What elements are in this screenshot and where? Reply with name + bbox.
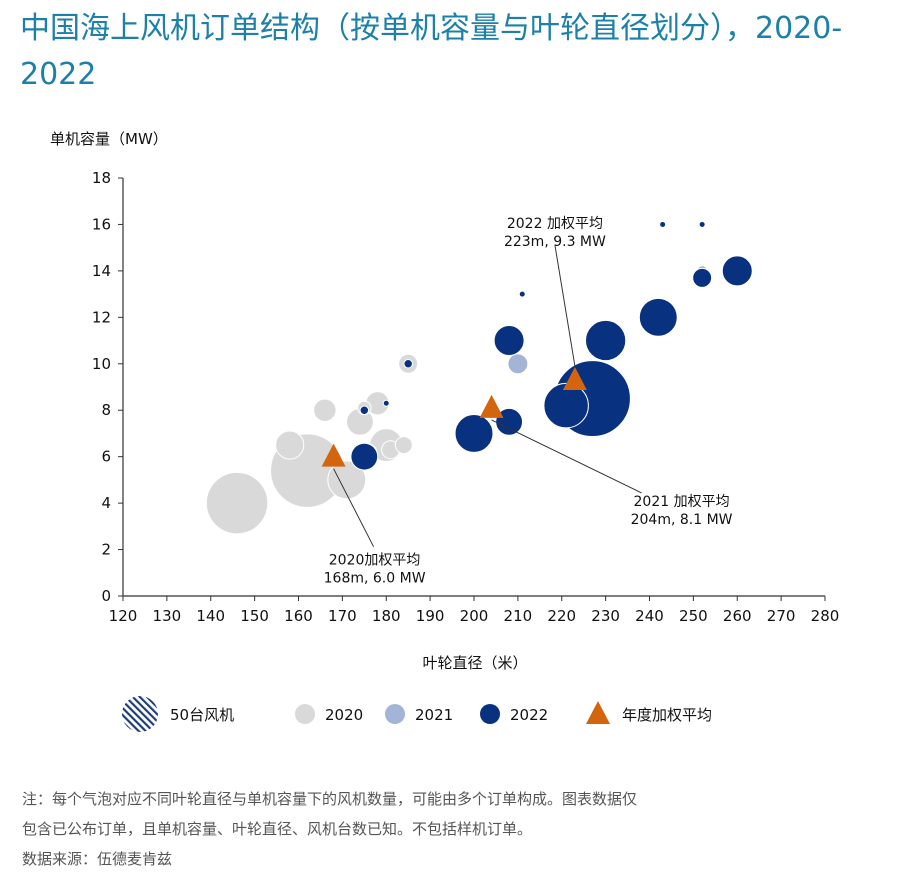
x-tick-label: 280 — [811, 607, 840, 625]
legend-label-2021: 2021 — [415, 706, 453, 724]
x-tick-label: 240 — [635, 607, 664, 625]
legend-swatch-2020 — [295, 704, 315, 724]
average-marker-2020 — [321, 443, 346, 467]
avg-label-value-2020: 168m, 6.0 MW — [324, 571, 426, 587]
y-tick-label: 12 — [92, 308, 111, 326]
bubble-2022 — [359, 405, 370, 415]
y-tick-label: 18 — [92, 169, 111, 187]
x-tick-label: 140 — [196, 607, 225, 625]
bubble-2022 — [350, 442, 379, 471]
x-tick-label: 260 — [723, 607, 752, 625]
x-tick-label: 230 — [591, 607, 620, 625]
legend-size-label: 50台风机 — [170, 706, 234, 724]
bubble-2022 — [585, 319, 627, 362]
legend-label-2022: 2022 — [510, 706, 548, 724]
leader-line-2022 — [554, 244, 576, 367]
bubble-2022 — [518, 290, 526, 298]
x-tick-label: 150 — [240, 607, 269, 625]
bubble-2021 — [507, 353, 529, 375]
y-tick-label: 4 — [101, 494, 111, 512]
footnote-line-2: 包含已公布订单，且单机容量、叶轮直径、风机台数已知。不包括样机订单。 — [22, 820, 533, 838]
y-tick-label: 16 — [92, 215, 111, 233]
x-tick-label: 250 — [679, 607, 708, 625]
x-tick-label: 160 — [284, 607, 313, 625]
x-tick-label: 170 — [328, 607, 357, 625]
legend-swatch-2022 — [480, 704, 500, 724]
x-tick-label: 210 — [504, 607, 533, 625]
bubble-2020 — [205, 471, 269, 535]
y-tick-label: 10 — [92, 355, 111, 373]
source-note: 数据来源：伍德麦肯兹 — [22, 850, 173, 868]
footnote: 注：每个气泡对应不同叶轮直径与单机容量下的风机数量，可能由多个订单构成。图表数据… — [22, 784, 882, 874]
bubble-2022 — [454, 413, 494, 453]
y-tick-label: 0 — [101, 587, 111, 605]
legend-swatch-2021 — [385, 704, 405, 724]
footnote-line-1: 注：每个气泡对应不同叶轮直径与单机容量下的风机数量，可能由多个订单构成。图表数据… — [22, 790, 638, 808]
avg-label-title-2022: 2022 加权平均 — [507, 216, 603, 232]
bubble-2022 — [698, 220, 706, 228]
x-tick-label: 130 — [153, 607, 182, 625]
bubble-2020 — [275, 430, 305, 460]
avg-label-value-2021: 204m, 8.1 MW — [631, 512, 733, 528]
y-tick-label: 2 — [101, 541, 111, 559]
y-tick-label: 8 — [101, 401, 111, 419]
x-tick-label: 190 — [416, 607, 445, 625]
x-tick-label: 180 — [372, 607, 401, 625]
legend: 50台风机 2020 2021 2022 年度加权平均 — [122, 696, 712, 732]
bubble-2022 — [543, 382, 589, 429]
average-marker-2021 — [479, 394, 504, 418]
x-tick-label: 200 — [460, 607, 489, 625]
avg-label-value-2022: 223m, 9.3 MW — [504, 234, 606, 250]
avg-label-title-2020: 2020加权平均 — [329, 553, 421, 569]
leader-line-2021 — [491, 419, 642, 494]
bubble-2022 — [382, 399, 390, 407]
x-axis-label: 叶轮直径（米） — [422, 654, 527, 672]
annotations: 2020加权平均 168m, 6.0 MW 2021 加权平均 204m, 8.1 M… — [324, 216, 733, 587]
x-tick-label: 270 — [767, 607, 796, 625]
axes: 0 2 4 6 8 10 12 14 16 18 120 130 140 150 160 170 180 190 2… — [92, 169, 839, 625]
leader-line-2020 — [333, 468, 375, 547]
average-markers — [321, 367, 587, 467]
legend-average-label: 年度加权平均 — [622, 706, 712, 724]
avg-label-title-2021: 2021 加权平均 — [634, 494, 730, 510]
bubble-2022 — [638, 297, 678, 337]
bubble-2022 — [403, 359, 413, 369]
bubble-2022 — [493, 325, 525, 357]
bubble-2020 — [394, 436, 413, 455]
x-tick-label: 220 — [547, 607, 576, 625]
average-marker-2022 — [562, 367, 587, 391]
bubble-2022 — [692, 267, 713, 288]
bubble-2022 — [721, 255, 753, 287]
legend-label-2020: 2020 — [325, 706, 363, 724]
y-tick-label: 6 — [101, 448, 111, 466]
bubble-2020 — [313, 398, 337, 422]
bubbles — [205, 220, 753, 535]
bubble-2020 — [327, 460, 367, 500]
legend-average-marker — [586, 701, 610, 724]
y-tick-label: 14 — [92, 262, 111, 280]
legend-size-bubble — [122, 696, 158, 732]
chart-title: 中国海上风机订单结构（按单机容量与叶轮直径划分），2020-2022 — [20, 11, 843, 92]
x-tick-label: 120 — [109, 607, 138, 625]
bubble-2022 — [659, 220, 667, 228]
y-axis-label: 单机容量（MW） — [50, 130, 168, 148]
bubble-chart: 0 2 4 6 8 10 12 14 16 18 120 130 140 150 160 170 180 190 2… — [50, 130, 839, 732]
